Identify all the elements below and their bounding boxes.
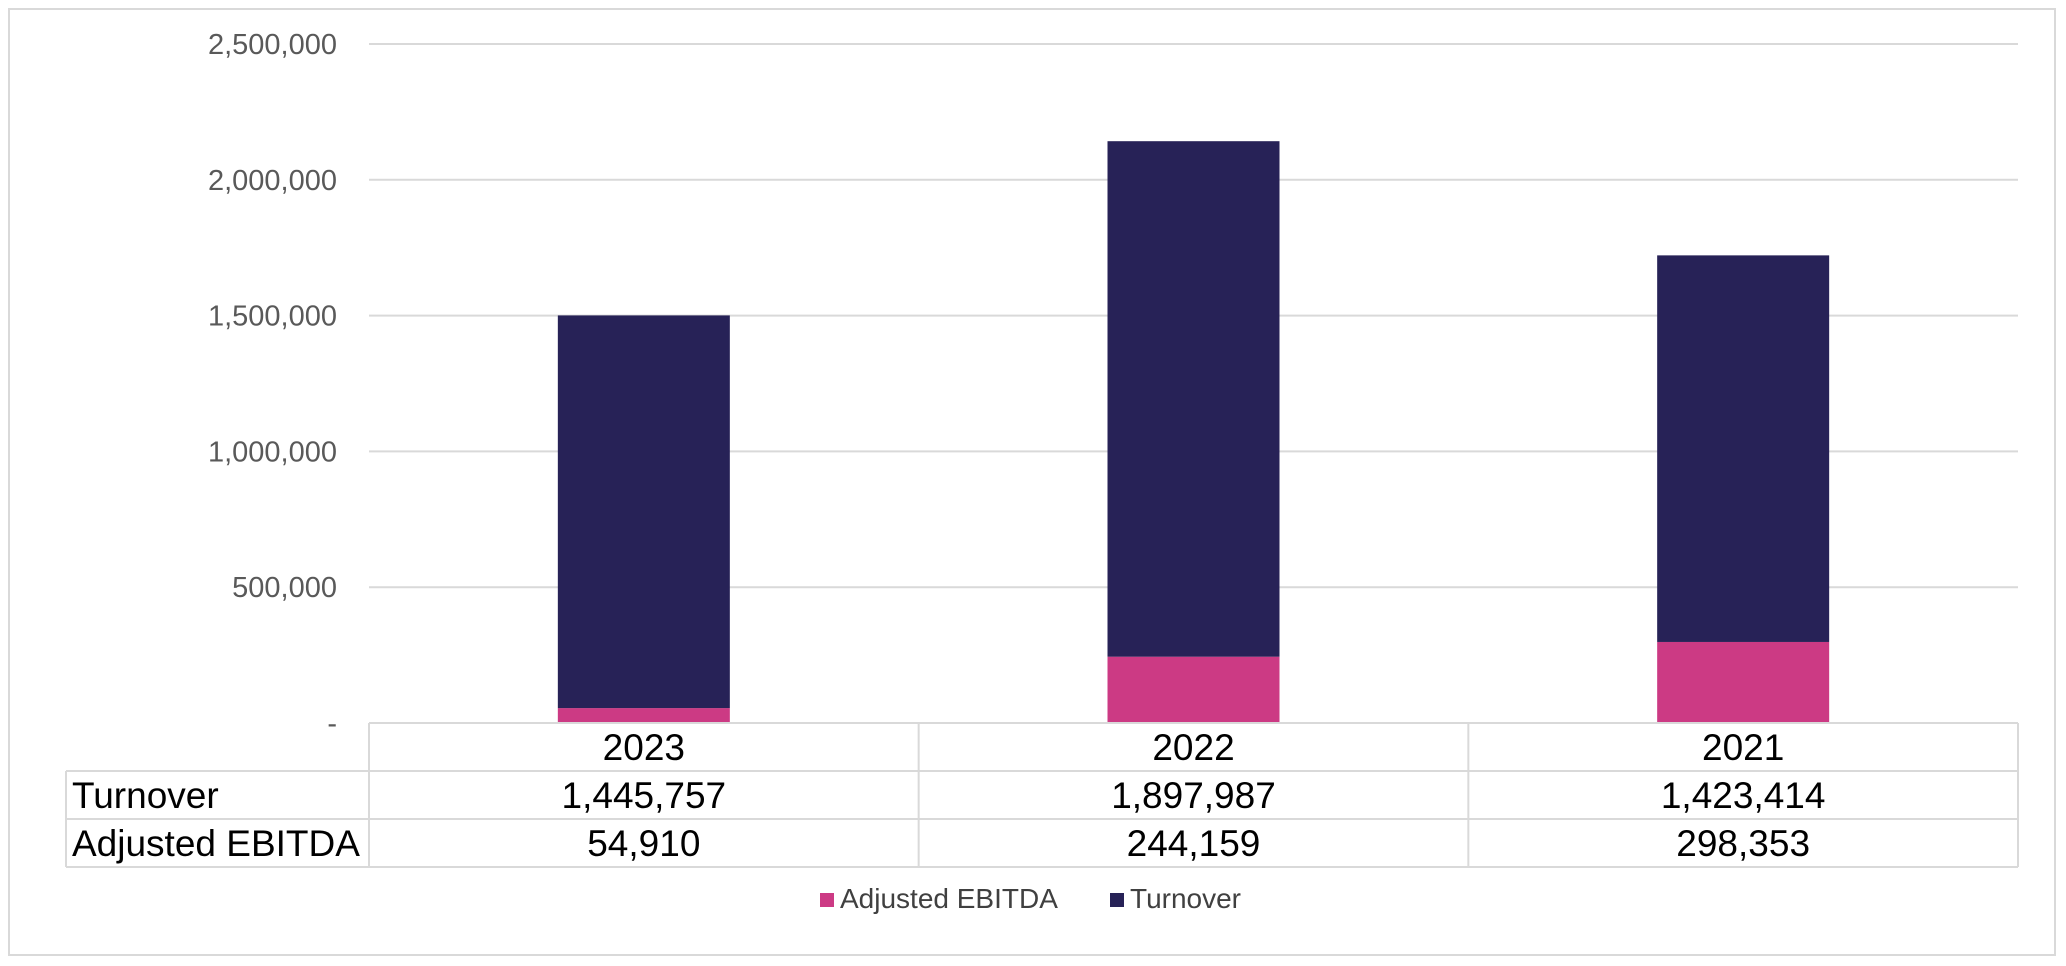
data-table-cell: 244,159 (1127, 823, 1261, 864)
y-tick-label: - (327, 708, 337, 740)
x-category-label: 2022 (1152, 727, 1234, 768)
data-table-row-label: Adjusted EBITDA (72, 823, 360, 864)
y-tick-label: 1,000,000 (208, 436, 337, 468)
bar-adjusted-ebitda-2021 (1657, 641, 1830, 723)
bar-adjusted-ebitda-2022 (1107, 656, 1280, 723)
bar-turnover-2021 (1657, 255, 1830, 642)
bar-turnover-2023 (557, 315, 730, 709)
y-tick-label: 1,500,000 (208, 301, 337, 333)
legend-swatch-adjusted-ebitda (820, 893, 834, 907)
y-tick-label: 2,500,000 (208, 29, 337, 61)
data-table-cell: 1,897,987 (1111, 775, 1276, 816)
legend-label-turnover: Turnover (1130, 883, 1241, 914)
bar-turnover-2022 (1107, 141, 1280, 657)
data-table-cell: 298,353 (1676, 823, 1810, 864)
x-category-label: 2023 (603, 727, 685, 768)
data-table-cell: 1,423,414 (1661, 775, 1826, 816)
y-tick-label: 500,000 (232, 572, 337, 604)
data-table-cell: 1,445,757 (562, 775, 727, 816)
bar-adjusted-ebitda-2023 (557, 708, 730, 723)
legend-label-adjusted-ebitda: Adjusted EBITDA (840, 883, 1058, 914)
data-table-cell: 54,910 (587, 823, 700, 864)
data-table-row-label: Turnover (72, 775, 219, 816)
x-category-label: 2021 (1702, 727, 1784, 768)
y-tick-label: 2,000,000 (208, 165, 337, 197)
legend-swatch-turnover (1110, 893, 1124, 907)
